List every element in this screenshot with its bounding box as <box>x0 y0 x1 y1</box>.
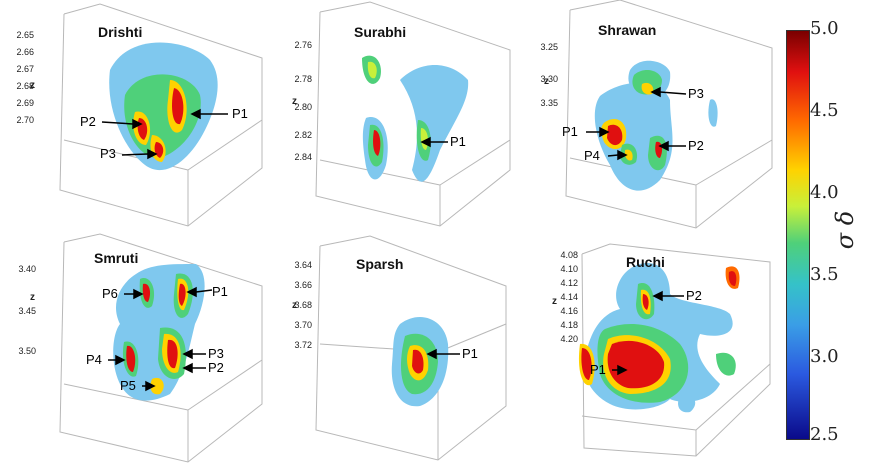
panel-surabhi-plot <box>315 1 511 227</box>
peak-label-p1: P1 <box>562 124 578 139</box>
z-tick: 2.69 <box>16 98 34 108</box>
z-tick: 3.66 <box>294 280 312 290</box>
panel-sparsh: Sparsh z 3.64 3.66 3.68 3.70 3.72 P1 <box>270 234 520 466</box>
z-tick: 2.70 <box>16 115 34 125</box>
z-axis-label: z <box>30 292 35 303</box>
colorbar-tick: 2.5 <box>810 424 839 445</box>
density-blobs <box>362 55 469 182</box>
peak-label-p3: P3 <box>100 146 116 161</box>
z-tick: 4.20 <box>560 334 578 344</box>
panel-title: Surabhi <box>354 24 407 40</box>
z-tick: 3.70 <box>294 320 312 330</box>
peak-arrows <box>426 348 460 360</box>
peak-arrows <box>420 136 448 148</box>
colorbar-tick: 3.0 <box>810 346 839 367</box>
peak-label-p5: P5 <box>120 378 136 393</box>
z-axis-label: z <box>292 96 297 107</box>
peak-label-p2: P2 <box>208 360 224 375</box>
z-tick: 4.14 <box>560 292 578 302</box>
z-tick: 4.18 <box>560 320 578 330</box>
peak-label-p1: P1 <box>590 362 606 377</box>
z-tick: 2.65 <box>16 30 34 40</box>
z-tick: 3.68 <box>294 300 312 310</box>
z-tick: 2.78 <box>294 74 312 84</box>
z-tick: 2.82 <box>294 130 312 140</box>
panel-shrawan: Shrawan z 3.25 3.30 3.35 P1 P4 P3 P2 <box>520 0 780 232</box>
z-tick: 4.12 <box>560 278 578 288</box>
peak-label-p2: P2 <box>686 288 702 303</box>
colorbar-tick: 3.5 <box>810 264 839 285</box>
z-tick: 3.72 <box>294 340 312 350</box>
density-blobs <box>578 263 740 413</box>
panel-title: Shrawan <box>598 22 657 38</box>
panel-title: Smruti <box>94 250 139 266</box>
z-tick: 3.40 <box>18 264 36 274</box>
z-tick: 4.10 <box>560 264 578 274</box>
colorbar-label: σ δ <box>831 210 860 250</box>
panel-drishti: Drishti z 2.65 2.66 2.67 2.68 2.69 2.70 … <box>0 0 270 232</box>
z-tick: 2.68 <box>16 81 34 91</box>
panel-title: Drishti <box>98 24 143 40</box>
peak-label-p1: P1 <box>462 346 478 361</box>
z-tick: 3.50 <box>18 346 36 356</box>
peak-label-p6: P6 <box>102 286 118 301</box>
z-tick: 4.08 <box>560 250 578 260</box>
panel-title: Ruchi <box>626 254 665 270</box>
peak-label-p1: P1 <box>212 284 228 299</box>
z-tick: 2.67 <box>16 64 34 74</box>
z-tick: 4.16 <box>560 306 578 316</box>
panel-ruchi: Ruchi z 4.08 4.10 4.12 4.14 4.16 4.18 4.… <box>520 234 780 466</box>
z-tick: 3.25 <box>540 42 558 52</box>
z-tick: 3.45 <box>18 306 36 316</box>
peak-arrows <box>612 290 684 376</box>
axis-box <box>59 233 263 463</box>
z-tick: 2.80 <box>294 102 312 112</box>
density-blobs <box>391 316 449 407</box>
panel-title: Sparsh <box>356 256 404 272</box>
peak-arrows <box>101 108 228 160</box>
z-axis-label: z <box>552 296 557 307</box>
panel-sparsh-plot <box>315 235 507 461</box>
panel-ruchi-plot <box>578 243 771 457</box>
peak-label-p3: P3 <box>208 346 224 361</box>
peak-label-p2: P2 <box>688 138 704 153</box>
colorbar-tick: 5.0 <box>810 18 839 39</box>
density-blobs <box>594 60 718 191</box>
z-axis-label: z <box>30 80 35 91</box>
colorbar-tick: 4.5 <box>810 100 839 121</box>
z-tick: 2.84 <box>294 152 312 162</box>
density-blobs <box>113 264 205 401</box>
z-tick: 3.35 <box>540 98 558 108</box>
panel-drishti-plot <box>59 3 263 227</box>
z-tick: 3.64 <box>294 260 312 270</box>
peak-arrows <box>586 86 687 161</box>
panel-smruti: Smruti z 3.40 3.45 3.50 P6 P1 P4 P3 P2 P… <box>0 233 270 466</box>
axis-box <box>315 1 511 227</box>
colorbar-tick: 4.0 <box>810 182 839 203</box>
peak-label-p4: P4 <box>86 352 102 367</box>
panel-surabhi: Surabhi z 2.76 2.78 2.80 2.82 2.84 P1 <box>270 0 520 232</box>
peak-label-p2: P2 <box>80 114 96 129</box>
colorbar-gradient <box>786 30 810 440</box>
peak-label-p1: P1 <box>450 134 466 149</box>
z-axis-label: z <box>544 76 549 87</box>
peak-arrows <box>108 286 213 392</box>
axis-box <box>581 243 771 457</box>
panel-shrawan-plot <box>565 0 773 229</box>
z-tick: 2.66 <box>16 47 34 57</box>
peak-label-p3: P3 <box>688 86 704 101</box>
panel-smruti-plot <box>59 233 263 463</box>
z-tick: 2.76 <box>294 40 312 50</box>
colorbar: 5.0 4.5 4.0 3.5 3.0 2.5 <box>786 18 839 445</box>
peak-label-p4: P4 <box>584 148 600 163</box>
peak-label-p1: P1 <box>232 106 248 121</box>
z-tick: 3.30 <box>540 74 558 84</box>
density-blobs <box>109 42 218 171</box>
z-axis-label: z <box>292 300 297 311</box>
